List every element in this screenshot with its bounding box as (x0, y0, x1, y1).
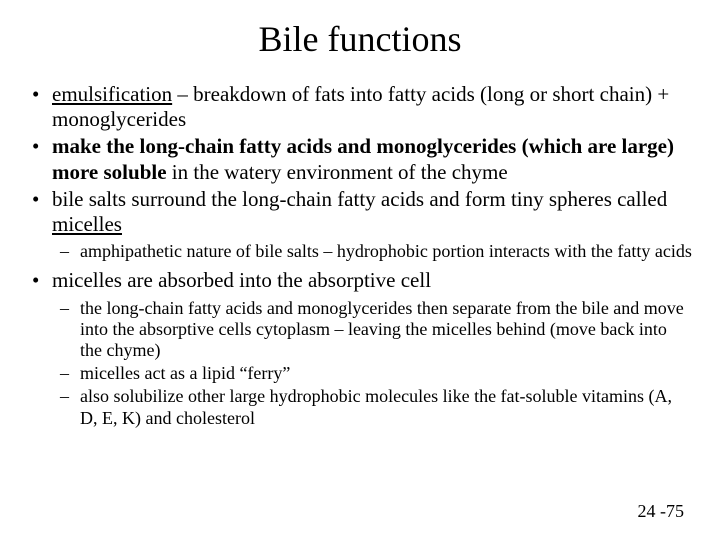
underlined-term: emulsification (52, 82, 172, 106)
bullet-list: emulsification – breakdown of fats into … (28, 82, 692, 429)
sub-list: the long-chain fatty acids and monoglyce… (52, 298, 692, 429)
bullet-text: the long-chain fatty acids and monoglyce… (80, 298, 684, 360)
bullet-text: amphipathetic nature of bile salts – hyd… (80, 241, 692, 261)
bullet-text: also solubilize other large hydrophobic … (80, 386, 672, 427)
bullet-text: micelles act as a lipid “ferry” (80, 363, 290, 383)
list-item: emulsification – breakdown of fats into … (28, 82, 692, 132)
page-number: 24 -75 (638, 501, 685, 522)
bullet-text: micelles are absorbed into the absorptiv… (52, 268, 431, 292)
list-item: the long-chain fatty acids and monoglyce… (56, 298, 692, 362)
underlined-term: micelles (52, 212, 122, 236)
slide-title: Bile functions (28, 18, 692, 60)
bullet-text: bile salts surround the long-chain fatty… (52, 187, 667, 211)
list-item: amphipathetic nature of bile salts – hyd… (56, 241, 692, 262)
list-item: micelles act as a lipid “ferry” (56, 363, 692, 384)
bullet-text: in the watery environment of the chyme (167, 160, 508, 184)
list-item: micelles are absorbed into the absorptiv… (28, 268, 692, 429)
sub-list: amphipathetic nature of bile salts – hyd… (52, 241, 692, 262)
list-item: make the long-chain fatty acids and mono… (28, 134, 692, 184)
list-item: bile salts surround the long-chain fatty… (28, 187, 692, 263)
list-item: also solubilize other large hydrophobic … (56, 386, 692, 428)
